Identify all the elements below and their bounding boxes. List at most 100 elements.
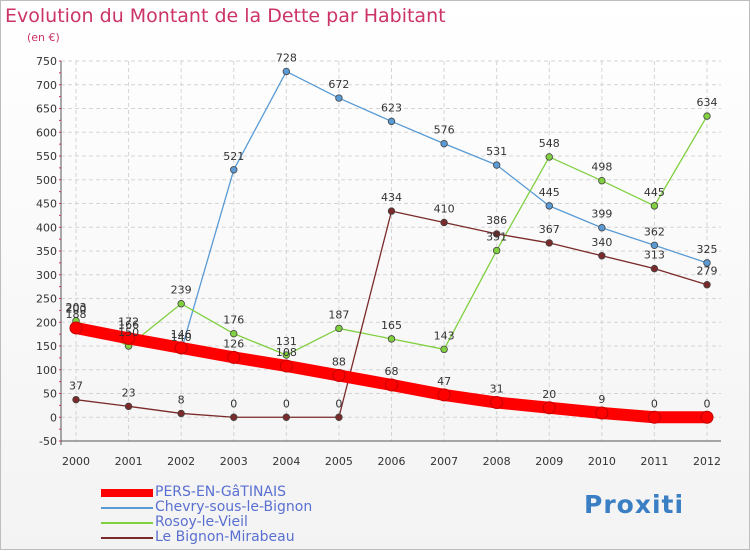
data-label-1-8: 531 xyxy=(486,145,507,158)
point-3-7 xyxy=(440,218,448,227)
legend-swatch-0 xyxy=(101,489,153,497)
data-label-3-7: 410 xyxy=(434,203,455,216)
legend-label-1: Chevry-sous-le-Bignon xyxy=(155,499,313,515)
point-0-10 xyxy=(595,406,609,420)
point-3-12 xyxy=(703,281,711,289)
x-tick-label: 2011 xyxy=(640,455,668,468)
y-tick-label: 400 xyxy=(36,221,57,234)
data-label-2-9: 548 xyxy=(539,137,560,150)
x-tick-label: 2002 xyxy=(167,455,195,468)
point-3-10 xyxy=(598,252,606,260)
data-label-1-9: 445 xyxy=(539,186,560,199)
x-tick-label: 2006 xyxy=(378,455,406,468)
point-1-6 xyxy=(387,117,396,126)
chart-unit-label: (en €) xyxy=(27,31,60,44)
point-3-8 xyxy=(492,230,501,238)
x-tick-label: 2010 xyxy=(588,455,616,468)
data-label-2-2: 239 xyxy=(171,284,192,297)
point-3-3 xyxy=(230,413,238,421)
data-label-3-5: 0 xyxy=(335,397,342,410)
data-label-0-12: 0 xyxy=(704,397,711,410)
point-0-6 xyxy=(385,378,398,392)
point-0-12 xyxy=(700,410,714,424)
data-label-2-5: 187 xyxy=(328,308,349,321)
data-label-1-10: 399 xyxy=(591,208,612,221)
y-tick-label: 600 xyxy=(36,126,57,139)
legend-label-0: PERS-EN-GâTINAIS xyxy=(155,484,287,500)
point-2-2 xyxy=(177,300,185,308)
y-tick-label: 750 xyxy=(36,55,57,68)
y-tick-label: 150 xyxy=(36,340,57,353)
data-label-0-11: 0 xyxy=(651,397,658,410)
data-label-3-0: 37 xyxy=(69,380,83,393)
x-tick-label: 2012 xyxy=(693,455,721,468)
x-tick-label: 2009 xyxy=(535,455,563,468)
point-3-9 xyxy=(545,239,553,247)
data-label-0-3: 126 xyxy=(223,337,244,350)
data-label-0-6: 68 xyxy=(385,365,399,378)
x-tick-label: 2000 xyxy=(62,455,90,468)
data-label-1-12: 325 xyxy=(697,243,718,256)
data-label-2-10: 498 xyxy=(591,161,612,174)
point-3-11 xyxy=(650,264,659,273)
series-group xyxy=(69,67,714,424)
point-2-12 xyxy=(703,112,711,120)
point-1-8 xyxy=(492,161,501,169)
data-label-2-11: 445 xyxy=(644,186,665,199)
chart-title: Evolution du Montant de la Dette par Hab… xyxy=(5,5,446,27)
point-2-4 xyxy=(282,351,291,359)
legend-swatch-2 xyxy=(101,522,153,524)
point-3-0 xyxy=(72,395,80,404)
y-tick-label: 200 xyxy=(36,316,57,329)
data-label-3-3: 0 xyxy=(230,397,237,410)
y-tick-label: -50 xyxy=(39,435,57,448)
data-label-2-3: 176 xyxy=(223,314,244,327)
point-1-9 xyxy=(545,202,553,210)
axes: -500501001502002503003504004505005506006… xyxy=(36,55,721,468)
data-label-1-4: 728 xyxy=(276,51,297,64)
y-tick-label: 350 xyxy=(36,245,57,258)
data-label-0-9: 20 xyxy=(542,388,556,401)
legend-swatch-3 xyxy=(101,537,153,539)
point-3-4 xyxy=(282,413,291,421)
point-2-8 xyxy=(492,246,501,255)
point-2-5 xyxy=(335,324,343,333)
point-0-5 xyxy=(332,368,346,382)
point-2-11 xyxy=(650,202,659,210)
y-tick-label: 100 xyxy=(36,364,57,377)
data-label-0-8: 31 xyxy=(490,383,504,396)
point-1-5 xyxy=(335,94,343,102)
x-tick-label: 2007 xyxy=(430,455,458,468)
x-tick-label: 2003 xyxy=(220,455,248,468)
point-3-1 xyxy=(124,402,133,411)
y-tick-label: 550 xyxy=(36,150,57,163)
point-3-5 xyxy=(335,413,343,421)
y-tick-label: 450 xyxy=(36,198,57,211)
data-label-2-6: 165 xyxy=(381,319,402,332)
point-3-2 xyxy=(177,409,185,418)
point-2-6 xyxy=(387,335,396,343)
point-1-11 xyxy=(650,241,659,249)
data-labels: 2001721405217286726235765314453993623252… xyxy=(66,51,718,410)
y-tick-label: 50 xyxy=(43,388,57,401)
x-tick-label: 2005 xyxy=(325,455,353,468)
legend-label-2: Rosoy-le-Vieil xyxy=(155,514,248,530)
data-label-3-9: 367 xyxy=(539,223,560,236)
data-label-1-1: 172 xyxy=(118,316,139,329)
point-3-6 xyxy=(387,207,396,215)
x-tick-label: 2004 xyxy=(272,455,300,468)
point-1-12 xyxy=(703,259,711,267)
data-label-1-0: 200 xyxy=(66,302,87,315)
data-label-0-4: 108 xyxy=(276,346,297,359)
data-label-1-7: 576 xyxy=(434,124,455,137)
data-label-2-0: 203 xyxy=(66,301,87,314)
point-0-1 xyxy=(122,331,136,345)
data-label-3-8: 386 xyxy=(486,214,507,227)
point-0-0 xyxy=(69,321,83,335)
data-label-1-6: 623 xyxy=(381,101,402,114)
point-0-9 xyxy=(542,401,556,415)
x-tick-label: 2008 xyxy=(483,455,511,468)
point-2-7 xyxy=(440,345,448,354)
point-0-3 xyxy=(227,350,241,364)
